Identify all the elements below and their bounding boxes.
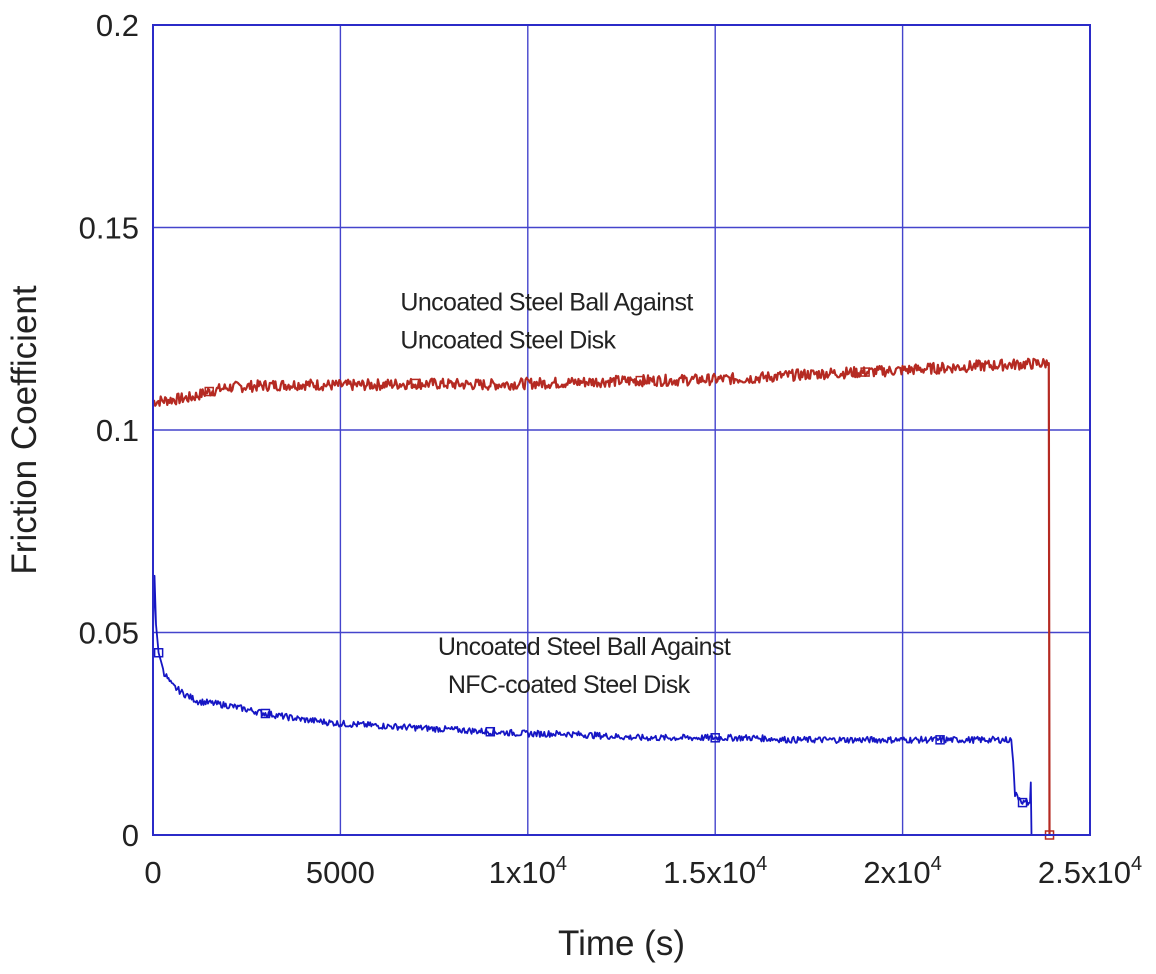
x-tick-label: 1x104 — [489, 853, 567, 890]
series-1-marker — [860, 367, 870, 377]
series-2-marker — [153, 648, 164, 658]
x-tick-label: 2x104 — [863, 853, 941, 890]
y-axis-title: Friction Coefficient — [5, 285, 44, 574]
plot-frame — [152, 24, 1091, 836]
x-axis-title: Time (s) — [558, 924, 685, 963]
x-tick-label: 1.5x104 — [663, 853, 767, 890]
series-2-marker — [485, 726, 496, 737]
series-2-marker — [1017, 797, 1028, 808]
annotation-1-line-1: Uncoated Steel Ball Against — [400, 289, 693, 317]
x-tick-label: 2.5x104 — [1038, 853, 1142, 890]
annotation-2-line-1: Uncoated Steel Ball Against — [438, 633, 731, 661]
grid-layer — [153, 25, 1090, 835]
x-tick-label: 5000 — [306, 855, 375, 890]
y-tick-label: 0.15 — [79, 211, 139, 246]
series-layer — [152, 357, 1055, 840]
y-tick-label: 0.05 — [79, 616, 139, 651]
y-tick-label: 0.1 — [96, 413, 139, 448]
y-tick-label: 0.2 — [96, 8, 139, 43]
series-1-marker — [410, 378, 421, 389]
annotation-2-line-2: NFC-coated Steel Disk — [448, 671, 691, 699]
series-line-1 — [152, 357, 1051, 836]
series-2-marker — [260, 708, 271, 719]
series-line-2 — [152, 574, 1033, 836]
series-1-marker — [635, 375, 645, 386]
annotation-1-line-2: Uncoated Steel Disk — [400, 327, 616, 355]
series-2-marker — [935, 735, 945, 745]
series-1-marker — [204, 386, 214, 397]
annotation-layer: Uncoated Steel Ball Against Uncoated Stee… — [400, 289, 731, 699]
x-tick-label: 0 — [144, 855, 161, 890]
y-tick-label: 0 — [122, 818, 139, 853]
series-2-marker — [710, 733, 720, 743]
tick-layer: 0 5000 1x104 1.5x104 2x104 2.5x104 0 0.05 0.1 0.1… — [79, 8, 1142, 890]
